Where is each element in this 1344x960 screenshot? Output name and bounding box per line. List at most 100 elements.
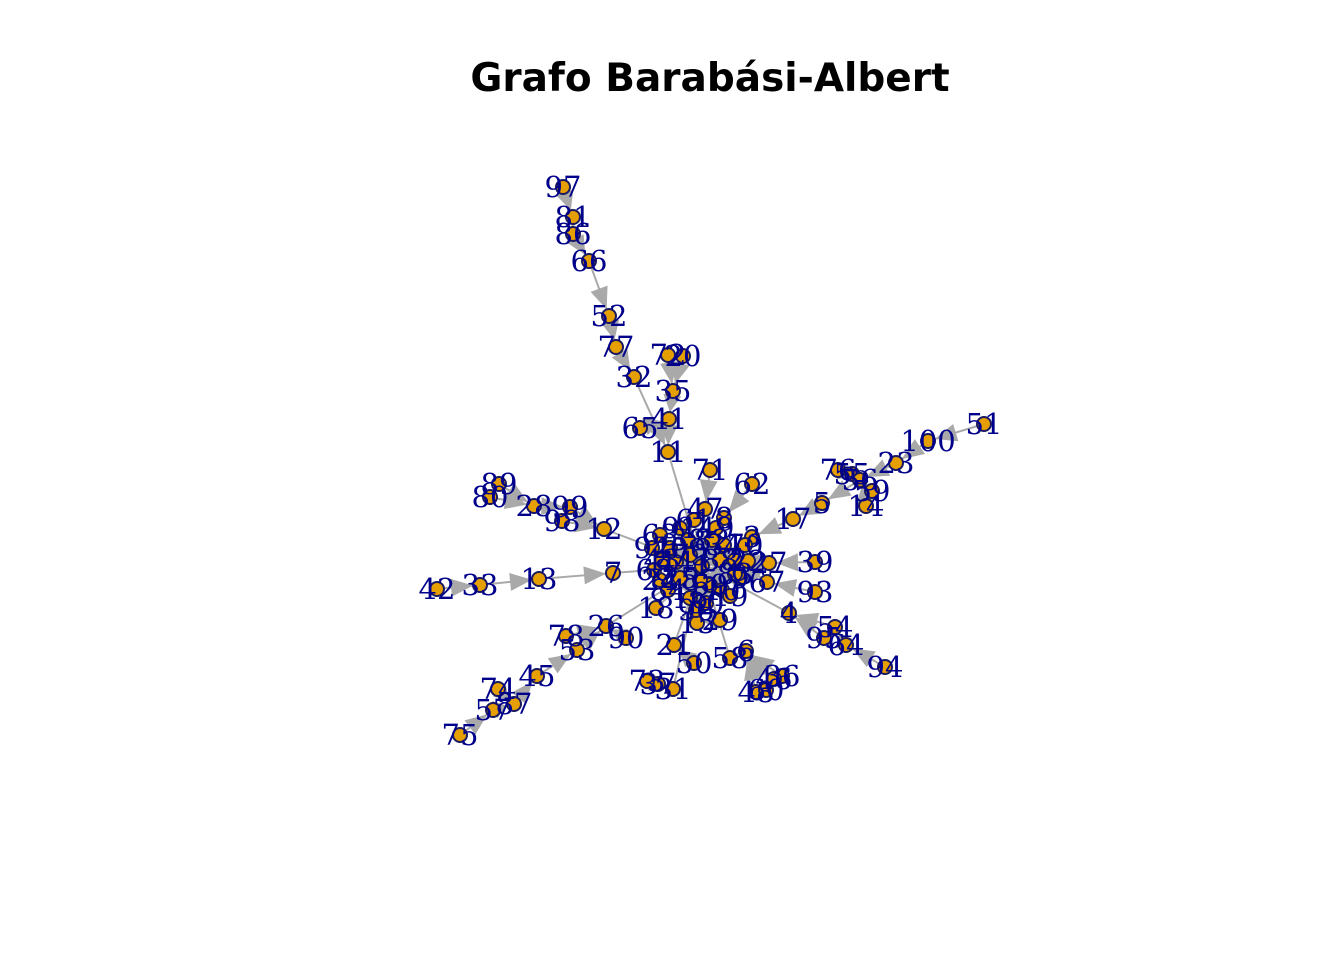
node-29 [712, 612, 728, 628]
node-label-89: 89 [481, 467, 518, 501]
node-14 [858, 498, 874, 514]
node-label-40: 40 [652, 531, 689, 565]
arrowhead-56-5 [827, 480, 852, 500]
arrowhead-75-57 [464, 714, 488, 735]
node-label-15: 15 [679, 606, 716, 640]
node-label-13: 13 [521, 562, 558, 596]
arrowhead-80-28 [503, 491, 528, 510]
arrowhead-5-17 [799, 498, 821, 516]
node-label-27: 27 [751, 546, 788, 580]
node-label-85: 85 [682, 563, 719, 597]
arrowhead-86-66 [568, 234, 586, 255]
arrowhead-100-23 [901, 439, 925, 460]
node-97 [555, 179, 571, 195]
node-64 [838, 637, 854, 653]
node-label-23: 23 [878, 446, 915, 480]
node-label-12: 12 [586, 512, 623, 546]
arrowhead-83-1 [708, 563, 731, 582]
node-12 [596, 521, 612, 537]
node-label-10: 10 [704, 573, 741, 607]
node-11 [660, 444, 676, 460]
node-63 [652, 527, 668, 543]
node-32 [626, 369, 642, 385]
node-label-94: 94 [867, 650, 904, 684]
node-label-60: 60 [748, 673, 785, 707]
arrowhead-20-35 [672, 360, 690, 385]
arrowhead-51-100 [934, 423, 959, 442]
node-85 [692, 572, 708, 588]
node-label-78: 78 [548, 619, 585, 653]
node-label-16: 16 [672, 581, 709, 615]
node-74 [490, 681, 506, 697]
node-46 [766, 671, 782, 687]
node-100 [920, 433, 936, 449]
node-61 [686, 512, 702, 528]
node-80 [482, 489, 498, 505]
node-91 [672, 520, 688, 536]
node-23 [888, 455, 904, 471]
node-66 [581, 253, 597, 269]
node-42 [429, 581, 445, 597]
node-label-64: 64 [828, 628, 865, 662]
node-53 [569, 642, 585, 658]
node-71 [702, 462, 718, 478]
node-label-43: 43 [644, 543, 681, 577]
node-label-53: 53 [559, 633, 596, 667]
node-label-84: 84 [650, 573, 687, 607]
node-label-25: 25 [662, 561, 699, 595]
node-18 [648, 600, 664, 616]
arrowhead-17-3 [758, 517, 783, 535]
node-label-77: 77 [598, 330, 635, 364]
node-label-9: 9 [731, 561, 749, 595]
node-label-3: 3 [743, 520, 761, 554]
arrowhead-52-77 [601, 319, 620, 341]
node-68 [646, 562, 662, 578]
node-33 [472, 577, 488, 593]
node-58 [722, 650, 738, 666]
arrowhead-67-2 [740, 563, 764, 584]
node-89 [491, 476, 507, 492]
node-label-28: 28 [516, 489, 553, 523]
node-25 [672, 570, 688, 586]
node-label-74: 74 [480, 672, 517, 706]
node-78 [558, 628, 574, 644]
arrowhead-19-1 [706, 571, 729, 594]
node-56 [852, 472, 868, 488]
node-label-97: 97 [545, 170, 582, 204]
node-label-69: 69 [692, 568, 729, 602]
node-label-65: 65 [622, 411, 659, 445]
node-label-55: 55 [834, 457, 871, 491]
arrowhead-13-7 [583, 566, 607, 585]
node-87 [506, 696, 522, 712]
arrowhead-39-27 [775, 553, 799, 572]
node-50 [686, 655, 702, 671]
node-label-29: 29 [702, 603, 739, 637]
node-label-24: 24 [642, 563, 679, 597]
node-21 [666, 637, 682, 653]
node-label-87: 87 [496, 687, 533, 721]
node-label-17: 17 [775, 502, 812, 536]
node-label-46: 46 [756, 662, 793, 696]
node-label-47: 47 [687, 492, 724, 526]
node-13 [531, 571, 547, 587]
node-label-76: 76 [820, 453, 857, 487]
node-59 [864, 483, 880, 499]
node-label-8: 8 [715, 501, 733, 535]
node-90 [618, 630, 634, 646]
node-label-36: 36 [764, 659, 801, 693]
node-label-51: 51 [966, 407, 1003, 441]
node-label-62: 62 [734, 467, 771, 501]
node-99 [562, 499, 578, 515]
node-41 [661, 411, 677, 427]
node-20 [675, 348, 691, 364]
node-label-5: 5 [813, 486, 831, 520]
node-81 [565, 209, 581, 225]
node-label-37: 37 [640, 667, 677, 701]
node-54 [827, 619, 843, 635]
arrowhead-23-56 [866, 459, 891, 478]
node-label-20: 20 [665, 339, 702, 373]
node-label-39: 39 [797, 545, 834, 579]
node-label-100: 100 [900, 424, 955, 458]
node-57 [485, 702, 501, 718]
